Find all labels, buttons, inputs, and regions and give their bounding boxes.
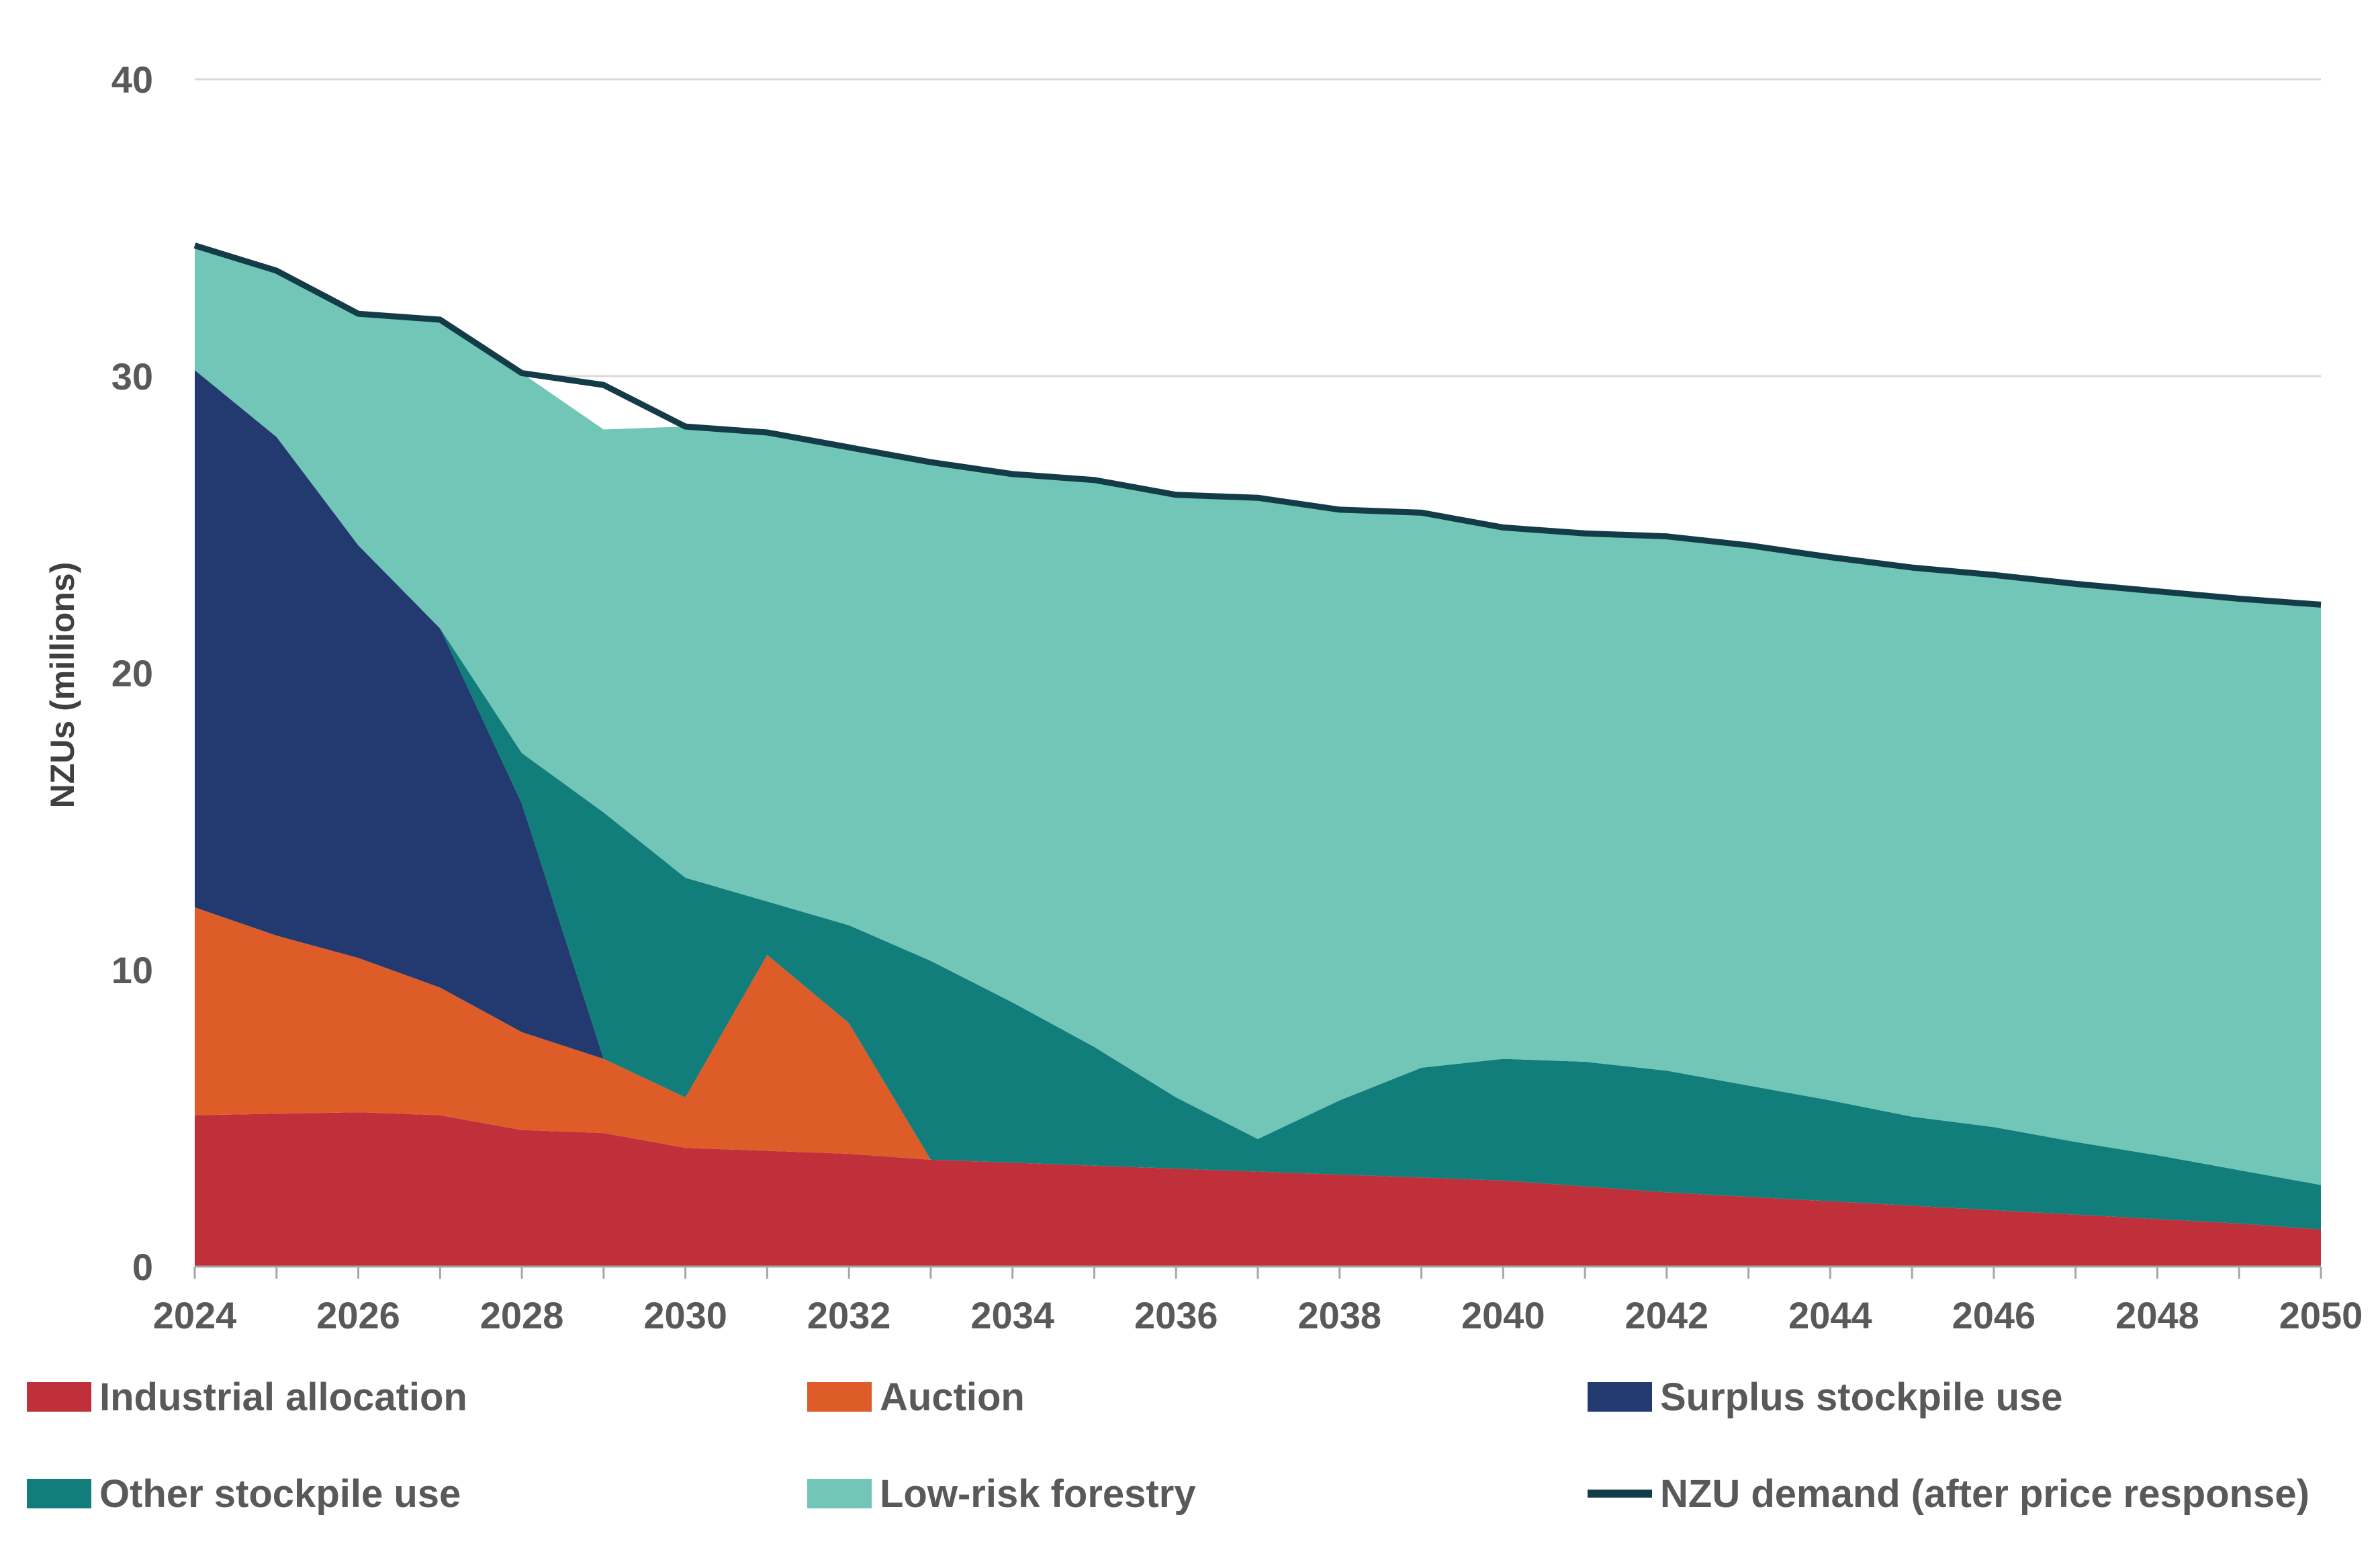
x-tick-label: 2032 [807,1294,891,1336]
y-axis-title: NZUs (millions) [44,562,81,809]
legend-label: Low-risk forestry [880,1471,1196,1516]
legend-item-low-risk-forestry: Low-risk forestry [807,1467,1196,1520]
x-axis-ticks: 2024 2026 2028 2030 2032 2034 2036 2038 2040 2042… [153,1294,2363,1336]
y-tick-label: 30 [111,355,153,398]
legend-item-other-stockpile-use: Other stockpile use [27,1467,461,1520]
x-tick-label: 2038 [1297,1294,1381,1336]
area-industrial-allocation [195,1112,2321,1267]
x-tick-label: 2030 [643,1294,727,1336]
legend-item-industrial-allocation: Industrial allocation [27,1370,467,1424]
legend-item-auction: Auction [807,1370,1025,1424]
legend-label: NZU demand (after price response) [1660,1471,2309,1516]
legend-swatch-surplus-stockpile-use [1588,1382,1652,1412]
legend-swatch-industrial-allocation [27,1382,91,1412]
x-tick-label: 2044 [1788,1294,1872,1336]
x-tick-label: 2036 [1134,1294,1218,1336]
y-tick-label: 0 [132,1246,153,1288]
legend-item-surplus-stockpile-use: Surplus stockpile use [1588,1370,2063,1424]
y-tick-label: 40 [111,58,153,101]
x-tick-label: 2026 [316,1294,400,1336]
legend-label: Other stockpile use [99,1471,461,1516]
legend-swatch-other-stockpile-use [27,1479,91,1508]
x-tick-label: 2024 [153,1294,237,1336]
area-auction [195,907,2321,1230]
area-other-stockpile-use [195,370,2321,1230]
x-tick-label: 2040 [1461,1294,1545,1336]
x-tick-label: 2042 [1625,1294,1709,1336]
legend-label: Industrial allocation [99,1375,467,1419]
stacked-areas [195,245,2321,1267]
x-tick-label: 2048 [2115,1294,2199,1336]
legend-swatch-low-risk-forestry [807,1479,872,1508]
demand-line [193,242,2322,608]
legend-swatch-auction [807,1382,872,1412]
area-low-risk-forestry [195,245,2321,1185]
legend-label: Surplus stockpile use [1660,1375,2063,1419]
legend-line-nzu-demand [1588,1490,1652,1498]
demand-line-group [193,242,2322,608]
y-tick-label: 20 [111,652,153,694]
legend: Industrial allocation Auction Surplus st… [27,1370,2364,1538]
legend-label: Auction [880,1375,1025,1419]
x-tick-label: 2046 [1952,1294,2036,1336]
legend-item-nzu-demand: NZU demand (after price response) [1588,1467,2309,1520]
y-tick-label: 10 [111,949,153,991]
x-tick-label: 2034 [970,1294,1054,1336]
x-tick-label: 2028 [480,1294,564,1336]
x-tick-label: 2050 [2279,1294,2363,1336]
y-axis-ticks: 0 10 20 30 40 [111,58,153,1288]
x-axis [193,1265,2322,1279]
